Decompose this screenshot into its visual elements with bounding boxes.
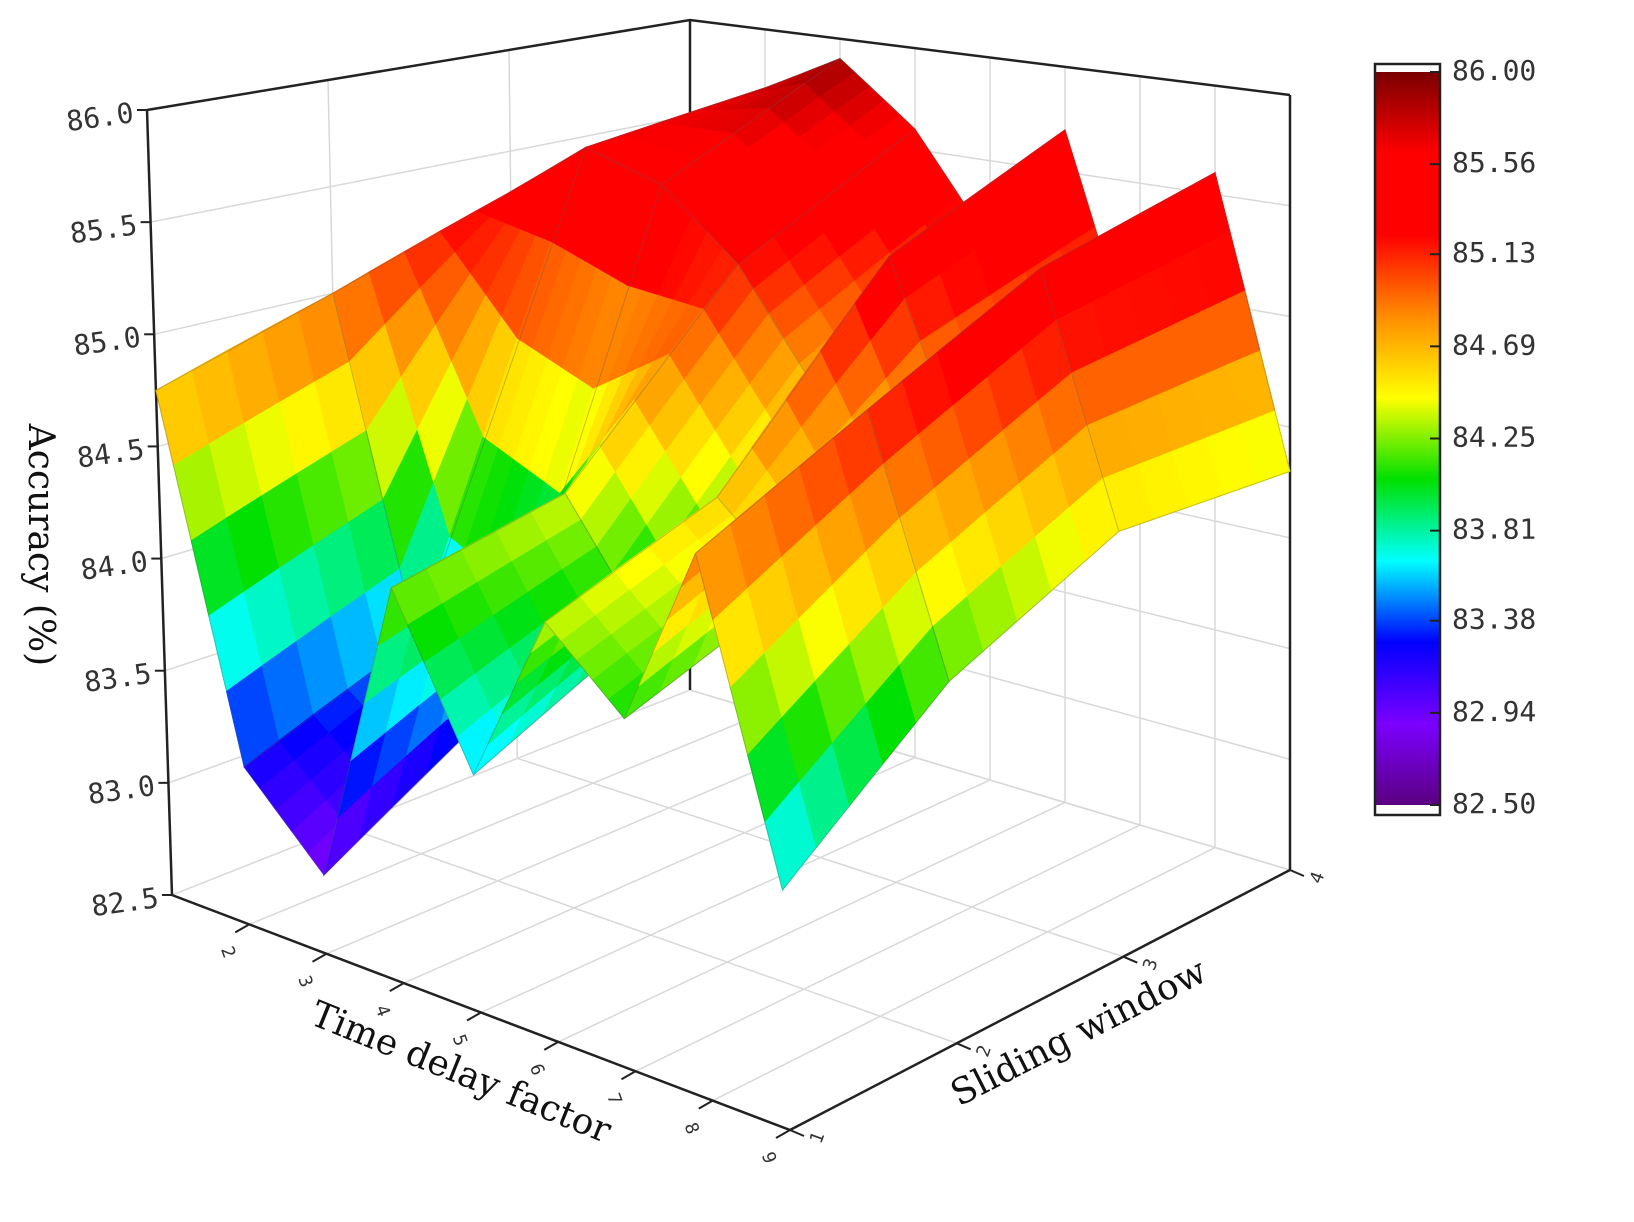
colorbar <box>1375 72 1440 805</box>
colorbar-tick-label: 85.13 <box>1452 236 1536 269</box>
z-tick-label: 84.0 <box>79 545 150 587</box>
tick-mark <box>389 982 405 992</box>
colorbar-tick-label: 83.38 <box>1452 603 1536 636</box>
tick-mark <box>789 1129 805 1137</box>
tick-mark <box>956 1042 972 1051</box>
tick-mark <box>312 952 327 963</box>
x-tick-label: 8 <box>679 1120 702 1137</box>
x-tick-label: 6 <box>525 1061 548 1078</box>
tick-mark <box>543 1041 559 1051</box>
colorbar-tick-label: 84.25 <box>1452 421 1536 454</box>
colorbar-tick-label: 85.56 <box>1452 146 1536 179</box>
surface-cell <box>695 409 950 892</box>
colorbar-tick-label: 82.94 <box>1452 695 1536 728</box>
z-tick-label: 86.0 <box>64 96 135 138</box>
z-tick-label: 85.5 <box>68 208 139 250</box>
z-axis-title: Accuracy (%) <box>20 423 61 666</box>
tick-mark <box>466 1011 482 1022</box>
surface-patch <box>764 782 817 892</box>
tick-mark <box>1289 869 1305 877</box>
tick-mark <box>775 1129 791 1139</box>
x-tick-label: 3 <box>293 973 316 990</box>
colorbar-tick-label: 82.50 <box>1452 787 1536 820</box>
tick-mark <box>1122 955 1138 964</box>
z-tick-label: 85.0 <box>71 320 142 362</box>
x-tick-label: 2 <box>216 944 239 961</box>
z-tick-label: 82.5 <box>89 881 160 923</box>
x-tick-label: 9 <box>757 1149 780 1166</box>
surface-edge <box>695 409 950 892</box>
tick-mark <box>234 923 250 934</box>
z-tick-label: 84.5 <box>75 433 146 475</box>
surface-cell <box>584 58 841 186</box>
y-tick-label: 1 <box>806 1129 829 1146</box>
tick-mark <box>621 1070 636 1081</box>
colorbar-tick-label: 84.69 <box>1452 328 1536 361</box>
colorbar-tick-label: 86.00 <box>1452 54 1536 87</box>
floor <box>172 690 1290 1130</box>
tick-mark <box>698 1099 714 1110</box>
x-tick-label: 7 <box>602 1090 625 1107</box>
surface <box>155 57 1291 892</box>
surface-cell <box>1039 171 1291 533</box>
surface-cell <box>332 146 587 641</box>
z-tick-label: 83.5 <box>82 657 153 699</box>
y-tick-label: 4 <box>1306 869 1329 886</box>
surface-cell <box>155 292 417 768</box>
z-tick-label: 83.0 <box>86 769 157 811</box>
surface-cell <box>866 267 1120 683</box>
colorbar-tick-label: 83.81 <box>1452 513 1536 546</box>
surface-cell <box>390 492 645 776</box>
